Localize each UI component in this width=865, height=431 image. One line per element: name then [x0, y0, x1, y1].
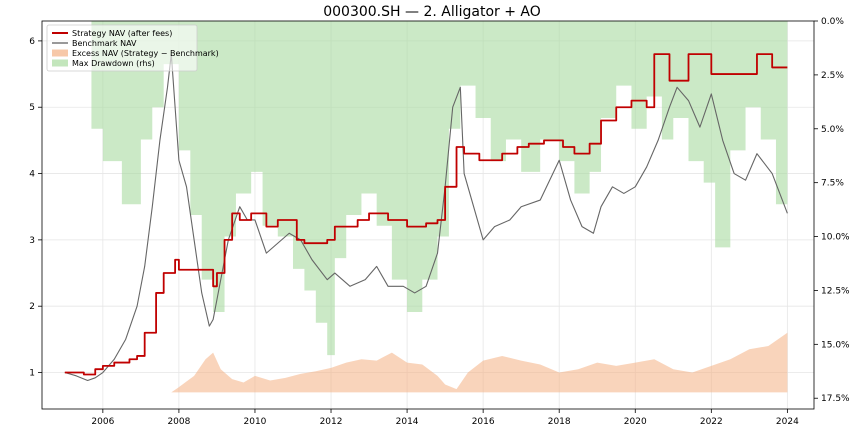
legend-label: Strategy NAV (after fees) [72, 29, 172, 38]
y-tick-label: 6 [29, 37, 35, 47]
excess-nav-fill [64, 332, 788, 393]
legend-label: Excess NAV (Strategy − Benchmark) [72, 49, 219, 58]
y2-tick-label: 17.5% [821, 394, 850, 404]
y-axis-right: 0.0% 2.5% 5.0% 7.5% 10.0% 12.5% 15.0% 17.5% [814, 17, 850, 404]
strategy-nav-line [64, 53, 788, 376]
legend-swatch [52, 49, 68, 57]
x-tick-label: 2016 [472, 417, 495, 427]
plot-frame [41, 20, 815, 410]
max-drawdown-fill [91, 21, 788, 356]
x-tick-label: 2010 [244, 417, 267, 427]
y2-tick-label: 2.5% [821, 71, 844, 81]
x-tick-label: 2008 [167, 417, 190, 427]
y-tick-label: 4 [29, 170, 35, 180]
max-drawdown-area [91, 21, 788, 356]
legend-swatch [52, 59, 68, 67]
y-axis-left: 1 2 3 4 5 6 [29, 37, 42, 379]
y2-tick-label: 5.0% [821, 125, 844, 135]
y-tick-label: 5 [29, 103, 35, 113]
y2-tick-label: 12.5% [821, 286, 850, 296]
y2-tick-label: 10.0% [821, 233, 850, 243]
x-tick-label: 2020 [624, 417, 647, 427]
legend-box [46, 24, 198, 72]
x-tick-label: 2022 [700, 417, 723, 427]
legend: Strategy NAV (after fees)Benchmark NAVEx… [46, 24, 219, 72]
legend-label: Benchmark NAV [72, 39, 137, 48]
x-axis: 2006 2008 2010 2012 2014 2016 2018 2020 2022 2024 [91, 409, 799, 427]
chart-title: 000300.SH — 2. Alligator + AO [323, 4, 541, 20]
x-tick-label: 2024 [776, 417, 799, 427]
y-tick-label: 3 [29, 236, 35, 246]
x-tick-label: 2006 [91, 417, 114, 427]
excess-nav-area [64, 332, 788, 393]
x-tick-label: 2012 [320, 417, 343, 427]
x-tick-label: 2018 [548, 417, 571, 427]
y2-tick-label: 0.0% [821, 17, 844, 27]
y2-tick-label: 15.0% [821, 340, 850, 350]
legend-label: Max Drawdown (rhs) [72, 59, 155, 68]
y-tick-label: 1 [29, 369, 35, 379]
x-tick-label: 2014 [396, 417, 419, 427]
y-tick-label: 2 [29, 302, 35, 312]
y2-tick-label: 7.5% [821, 179, 844, 189]
